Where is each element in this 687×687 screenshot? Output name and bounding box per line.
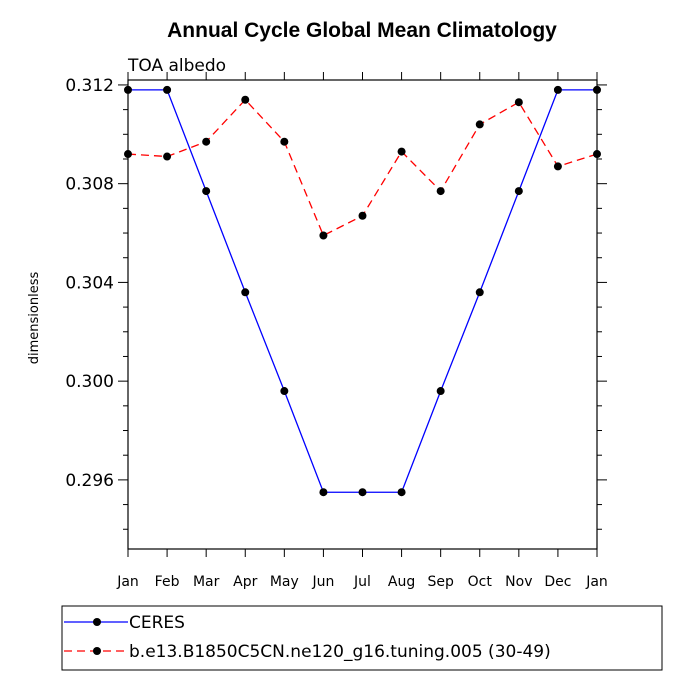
x-tick-label: Jan — [585, 574, 608, 590]
x-tick-label: Jun — [311, 574, 334, 590]
x-tick-label: Dec — [544, 574, 571, 590]
series-1-point — [124, 150, 132, 159]
series-1-point — [280, 137, 289, 146]
series-0-point — [124, 85, 132, 94]
series-1-point — [514, 98, 523, 107]
series-0-point — [358, 488, 367, 497]
chart-title: Annual Cycle Global Mean Climatology — [167, 19, 557, 42]
series-0-point — [202, 187, 211, 196]
legend-model-label: b.e13.B1850C5CN.ne120_g16.tuning.005 (30… — [129, 642, 551, 662]
series-0-point — [593, 85, 601, 94]
x-tick-label: Sep — [427, 574, 454, 590]
series-layer — [124, 85, 601, 497]
axis-ticks — [118, 72, 607, 557]
series-1-point — [319, 231, 328, 240]
y-tick-label: 0.304 — [65, 273, 114, 293]
legend-ceres-label: CERES — [129, 613, 185, 633]
series-0-point — [163, 85, 172, 94]
series-1-point — [163, 152, 172, 161]
series-1-point — [358, 211, 367, 220]
series-0-point — [397, 488, 406, 497]
x-tick-label: Apr — [233, 574, 257, 590]
x-tick-label: Nov — [505, 574, 532, 590]
x-tick-label: May — [270, 574, 299, 590]
plot-frame — [127, 79, 598, 550]
series-0-point — [319, 488, 328, 497]
series-line-0 — [128, 89, 597, 493]
x-tick-label: Oct — [468, 574, 493, 590]
legend-model-marker — [93, 647, 101, 655]
series-0-point — [241, 288, 250, 297]
series-1-point — [553, 162, 562, 171]
series-1-point — [397, 147, 406, 156]
series-1-point — [241, 95, 250, 104]
series-0-point — [475, 288, 484, 297]
x-tick-label: Jan — [116, 574, 139, 590]
y-tick-label: 0.308 — [65, 175, 114, 195]
y-tick-labels: 0.296 0.300 0.304 0.308 0.312 — [65, 76, 114, 491]
legend-ceres-marker — [93, 618, 101, 626]
x-tick-label: Feb — [155, 574, 180, 590]
series-0-point — [436, 387, 445, 396]
x-tick-label: Aug — [388, 574, 415, 590]
y-axis-label: dimensionless — [27, 272, 42, 365]
x-tick-label: Jul — [353, 574, 371, 590]
series-1-point — [593, 150, 601, 159]
legend-box — [61, 605, 663, 671]
series-1-point — [202, 137, 211, 146]
series-1-point — [436, 187, 445, 196]
y-tick-label: 0.312 — [65, 76, 114, 96]
x-tick-label: Mar — [193, 574, 220, 590]
y-tick-label: 0.300 — [65, 372, 114, 392]
series-1-point — [475, 120, 484, 129]
y-tick-label: 0.296 — [65, 471, 114, 491]
chart-subtitle: TOA albedo — [127, 56, 226, 76]
x-tick-labels: Jan Feb Mar Apr May Jun Jul Aug Sep Oct Nov Dec Jan — [116, 574, 608, 590]
series-0-point — [514, 187, 523, 196]
series-0-point — [280, 387, 289, 396]
series-0-point — [553, 85, 562, 94]
